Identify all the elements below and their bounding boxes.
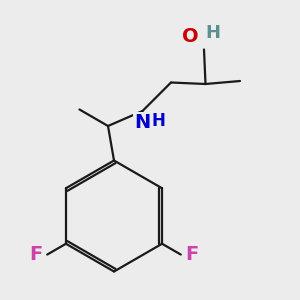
- Text: H: H: [205, 24, 220, 42]
- Text: O: O: [182, 28, 199, 46]
- Text: F: F: [186, 245, 199, 264]
- Text: N: N: [134, 113, 151, 132]
- Text: H: H: [152, 112, 165, 130]
- Text: F: F: [29, 245, 42, 264]
